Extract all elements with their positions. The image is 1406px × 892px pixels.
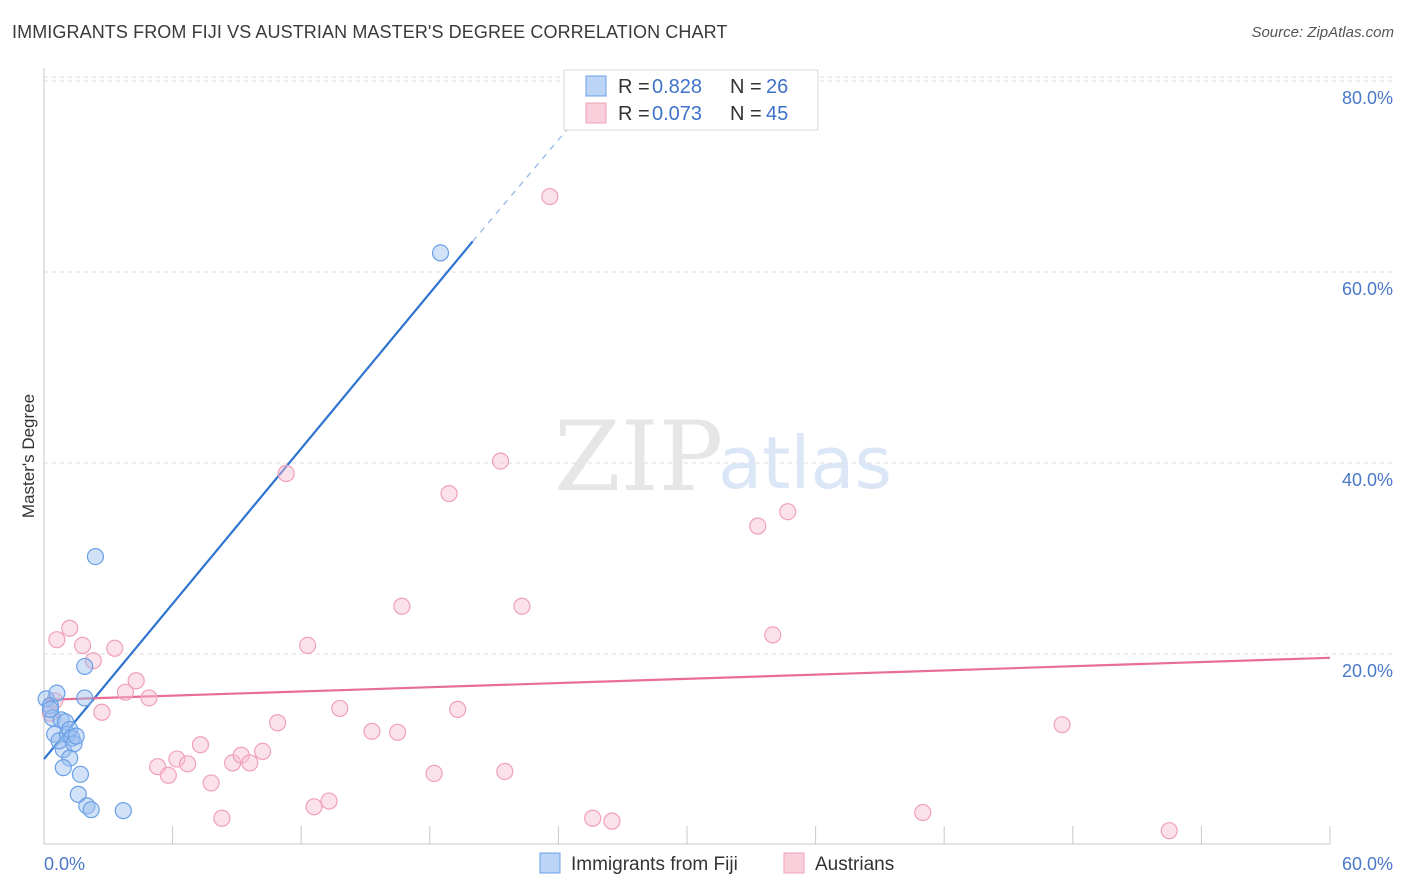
- point-fiji-16: [71, 765, 90, 783]
- point-austrians-29: [389, 723, 407, 741]
- y-axis-label: Master's Degree: [19, 394, 38, 518]
- watermark: ZIP atlas: [554, 401, 892, 513]
- point-austrians-9: [127, 672, 145, 690]
- point-fiji-17: [69, 785, 87, 803]
- point-austrians-41: [764, 626, 782, 644]
- point-austrians-45: [1160, 822, 1178, 840]
- point-austrians-32: [440, 484, 458, 503]
- y-tick-label-0: 20.0%: [1342, 661, 1393, 681]
- y-tick-label-1: 40.0%: [1342, 470, 1393, 490]
- point-austrians-8: [116, 683, 135, 701]
- legend-r-value-austrians: 0.073: [652, 103, 702, 125]
- point-fiji-23: [86, 547, 105, 566]
- point-austrians-27: [331, 699, 349, 718]
- trend-line-austrians: [43, 656, 1331, 701]
- point-austrians-44: [1053, 716, 1071, 734]
- legend-n-value-fiji: 26: [766, 76, 788, 98]
- point-austrians-33: [449, 700, 467, 718]
- point-austrians-39: [603, 812, 621, 830]
- y-tick-label-3: 80.0%: [1342, 88, 1393, 108]
- point-austrians-42: [779, 503, 797, 521]
- point-austrians-28: [363, 722, 381, 740]
- point-fiji-22: [76, 689, 94, 707]
- point-fiji-3: [48, 684, 66, 702]
- point-austrians-40: [749, 517, 767, 535]
- point-austrians-20: [241, 754, 259, 772]
- legend-swatch-austrians: [585, 102, 607, 124]
- legend: R = 0.828 N = 26 R = 0.073 N = 45: [563, 69, 819, 131]
- bottom-legend-label-austrians: Austrians: [815, 854, 894, 875]
- legend-r-label-austrians: R =: [618, 103, 650, 125]
- point-fiji-15: [54, 759, 72, 777]
- point-austrians-17: [213, 809, 231, 827]
- point-austrians-35: [496, 762, 514, 781]
- point-austrians-10: [140, 689, 158, 707]
- point-fiji-21: [76, 657, 94, 676]
- point-fiji-14: [61, 749, 79, 767]
- trend-line-fiji-extension: [472, 113, 581, 242]
- point-fiji-25: [41, 700, 60, 718]
- point-austrians-13: [168, 750, 186, 768]
- point-austrians-4: [73, 636, 92, 655]
- legend-n-value-austrians: 45: [766, 103, 788, 125]
- legend-n-label-austrians: N =: [730, 103, 762, 125]
- point-austrians-31: [425, 764, 443, 782]
- point-austrians-3: [61, 619, 79, 637]
- point-austrians-24: [299, 636, 317, 655]
- point-austrians-43: [914, 803, 932, 822]
- point-fiji-19: [82, 801, 100, 819]
- point-austrians-37: [541, 187, 559, 206]
- legend-r-label-fiji: R =: [618, 76, 650, 98]
- point-austrians-25: [305, 798, 323, 816]
- point-austrians-22: [269, 714, 287, 732]
- watermark-zip: ZIP: [554, 401, 723, 513]
- trend-lines: [43, 113, 1331, 760]
- point-austrians-16: [202, 774, 220, 792]
- point-fiji-24: [431, 244, 450, 262]
- trend-line-fiji: [43, 240, 474, 760]
- point-austrians-12: [159, 766, 177, 784]
- source-credit: Source: ZipAtlas.com: [1251, 24, 1394, 41]
- bottom-legend-swatch-austrians: [783, 852, 805, 874]
- point-fiji-20: [114, 802, 132, 820]
- grid-lines: [44, 76, 1393, 655]
- bottom-legend: Immigrants from Fiji Austrians: [539, 852, 894, 875]
- y-tick-label-2: 60.0%: [1342, 279, 1393, 299]
- x-tick-label-min: 0.0%: [44, 854, 85, 874]
- point-austrians-15: [191, 736, 210, 754]
- point-austrians-23: [277, 464, 295, 483]
- bottom-legend-label-fiji: Immigrants from Fiji: [571, 854, 738, 875]
- legend-n-label-fiji: N =: [730, 76, 762, 98]
- x-tick-labels: 0.0% 60.0%: [44, 854, 1393, 874]
- bottom-legend-swatch-fiji: [539, 852, 561, 874]
- point-austrians-21: [254, 742, 272, 761]
- x-tick-label-max: 60.0%: [1342, 854, 1393, 874]
- point-austrians-14: [179, 755, 197, 773]
- point-austrians-7: [106, 639, 124, 657]
- point-fiji-13: [67, 727, 85, 745]
- point-austrians-34: [491, 452, 510, 470]
- point-austrians-26: [320, 792, 338, 810]
- legend-swatch-fiji: [585, 75, 607, 97]
- chart-title: IMMIGRANTS FROM FIJI VS AUSTRIAN MASTER'…: [12, 22, 728, 42]
- watermark-atlas: atlas: [718, 421, 892, 505]
- legend-r-value-fiji: 0.828: [652, 76, 702, 98]
- point-austrians-6: [93, 703, 111, 721]
- point-austrians-2: [48, 631, 66, 649]
- point-austrians-30: [393, 597, 411, 615]
- y-tick-labels: 20.0% 40.0% 60.0% 80.0%: [1342, 88, 1393, 681]
- axes: [43, 68, 1331, 845]
- point-austrians-36: [513, 597, 531, 615]
- point-austrians-5: [84, 652, 102, 670]
- data-points: [37, 187, 1178, 840]
- point-austrians-38: [584, 809, 602, 827]
